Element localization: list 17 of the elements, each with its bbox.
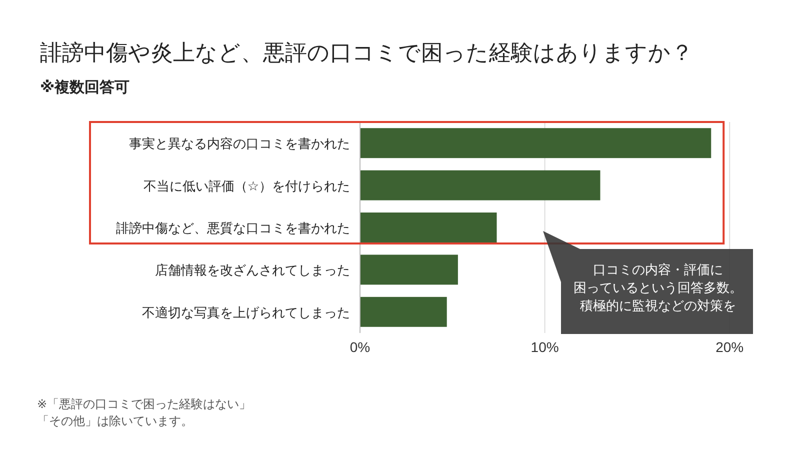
- y-tick-label: 不適切な写真を上げられてしまった: [142, 304, 350, 320]
- bar: [360, 212, 497, 242]
- x-tick-label: 10%: [530, 339, 559, 355]
- text: ※複数回答可: [40, 79, 130, 96]
- annotation: 口コミの内容・評価に困っているという回答多数。積極的に監視などの対策を: [574, 262, 742, 313]
- x-tick-label: 0%: [350, 339, 370, 355]
- chart-title: 誹謗中傷や炎上など、悪評の口コミで困った経験はありますか？: [40, 40, 693, 65]
- text: ※「悪評の口コミで困った経験はない」「その他」は除いています。: [37, 397, 252, 428]
- bar: [360, 170, 600, 200]
- y-tick-label: 不当に低い評価（☆）を付けられた: [143, 178, 350, 194]
- bar: [360, 296, 447, 327]
- bar: [360, 254, 458, 285]
- y-tick-label: 事実と異なる内容の口コミを書かれた: [129, 136, 350, 152]
- bar: [360, 128, 712, 158]
- y-tick-label: 店舗情報を改ざんされてしまった: [155, 262, 350, 278]
- y-tick-label: 誹謗中傷など、悪質な口コミを書かれた: [116, 220, 350, 236]
- x-tick-label: 20%: [716, 339, 744, 355]
